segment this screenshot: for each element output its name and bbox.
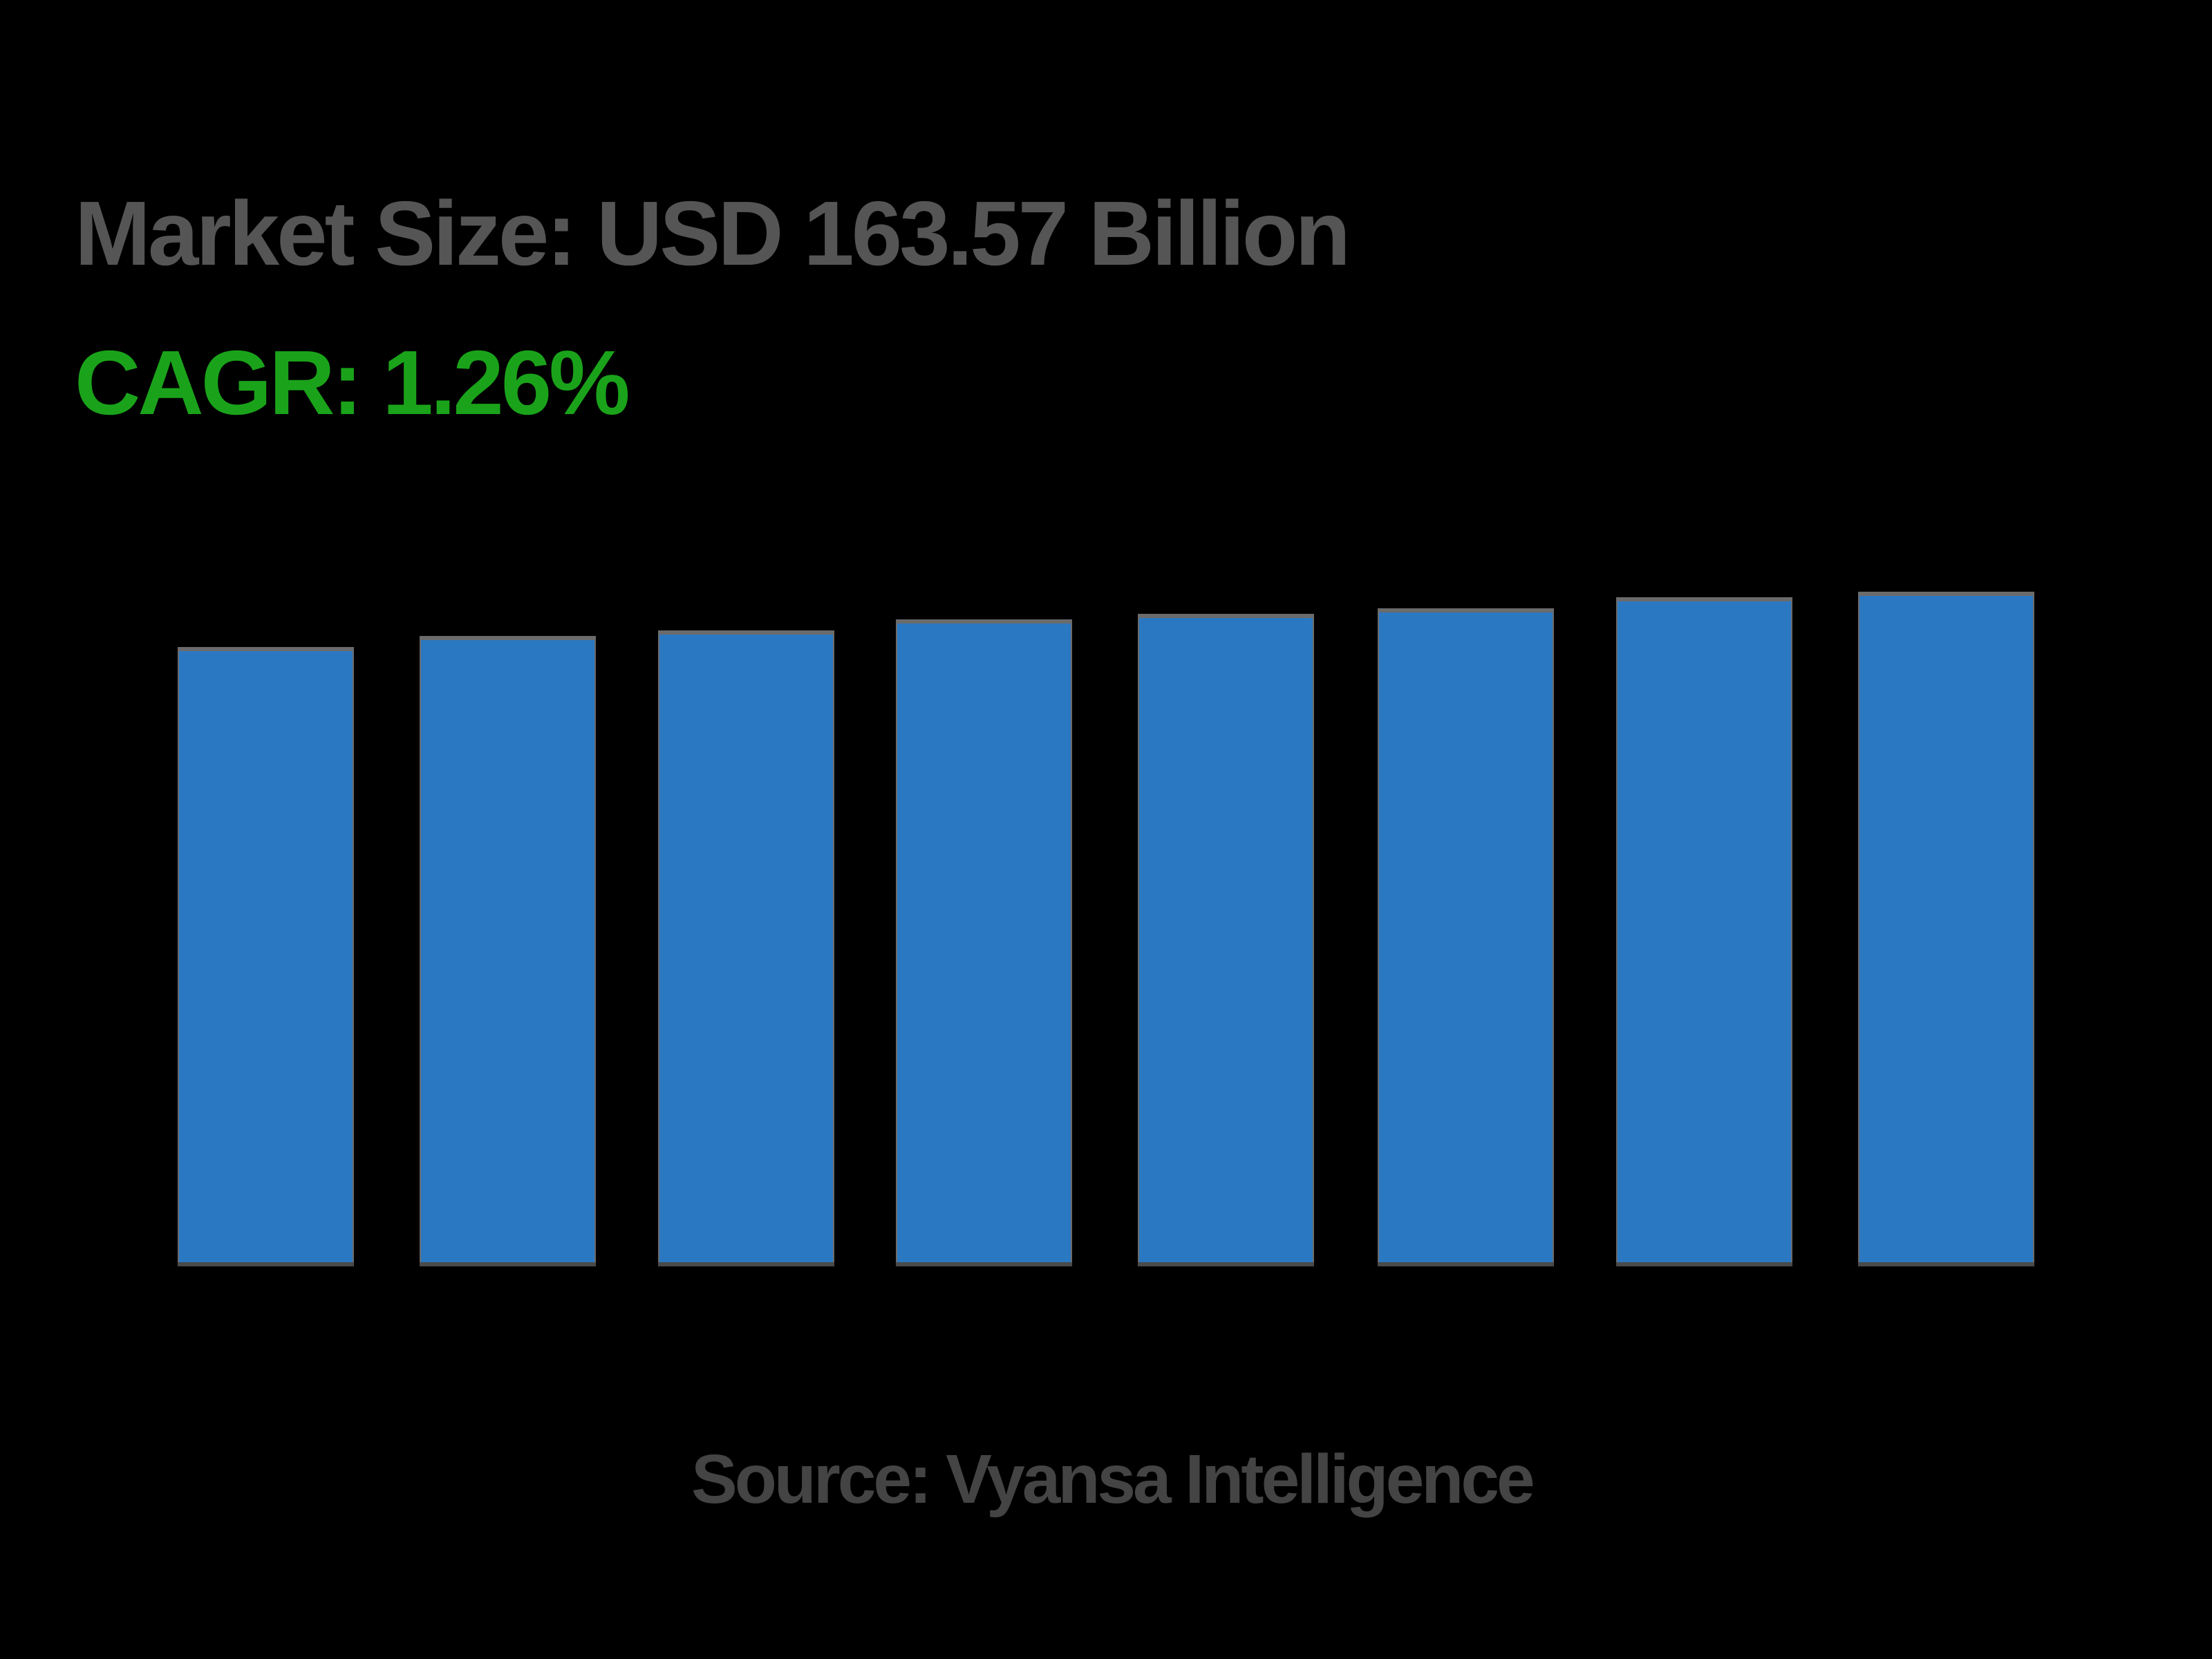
bar-baseline xyxy=(178,1262,354,1266)
bar-1 xyxy=(178,647,354,1262)
bar-5 xyxy=(1138,614,1314,1262)
bar-baseline xyxy=(896,1262,1072,1266)
bar-2 xyxy=(420,636,596,1262)
bar-6 xyxy=(1378,608,1554,1262)
source-label: Source: Vyansa Intelligence xyxy=(691,1441,1535,1518)
bar-baseline xyxy=(1858,1262,2034,1266)
bar-baseline xyxy=(1616,1262,1792,1266)
cagr-label: CAGR: 1.26% xyxy=(75,332,630,433)
bar-4 xyxy=(896,619,1072,1262)
bar-8 xyxy=(1858,592,2034,1262)
bar-baseline xyxy=(1378,1262,1554,1266)
bar-7 xyxy=(1616,597,1792,1262)
bar-baseline xyxy=(420,1262,596,1266)
market-size-title: Market Size: USD 163.57 Billion xyxy=(75,182,1351,284)
bar-baseline xyxy=(658,1262,834,1266)
bar-baseline xyxy=(1138,1262,1314,1266)
bar-3 xyxy=(658,630,834,1262)
